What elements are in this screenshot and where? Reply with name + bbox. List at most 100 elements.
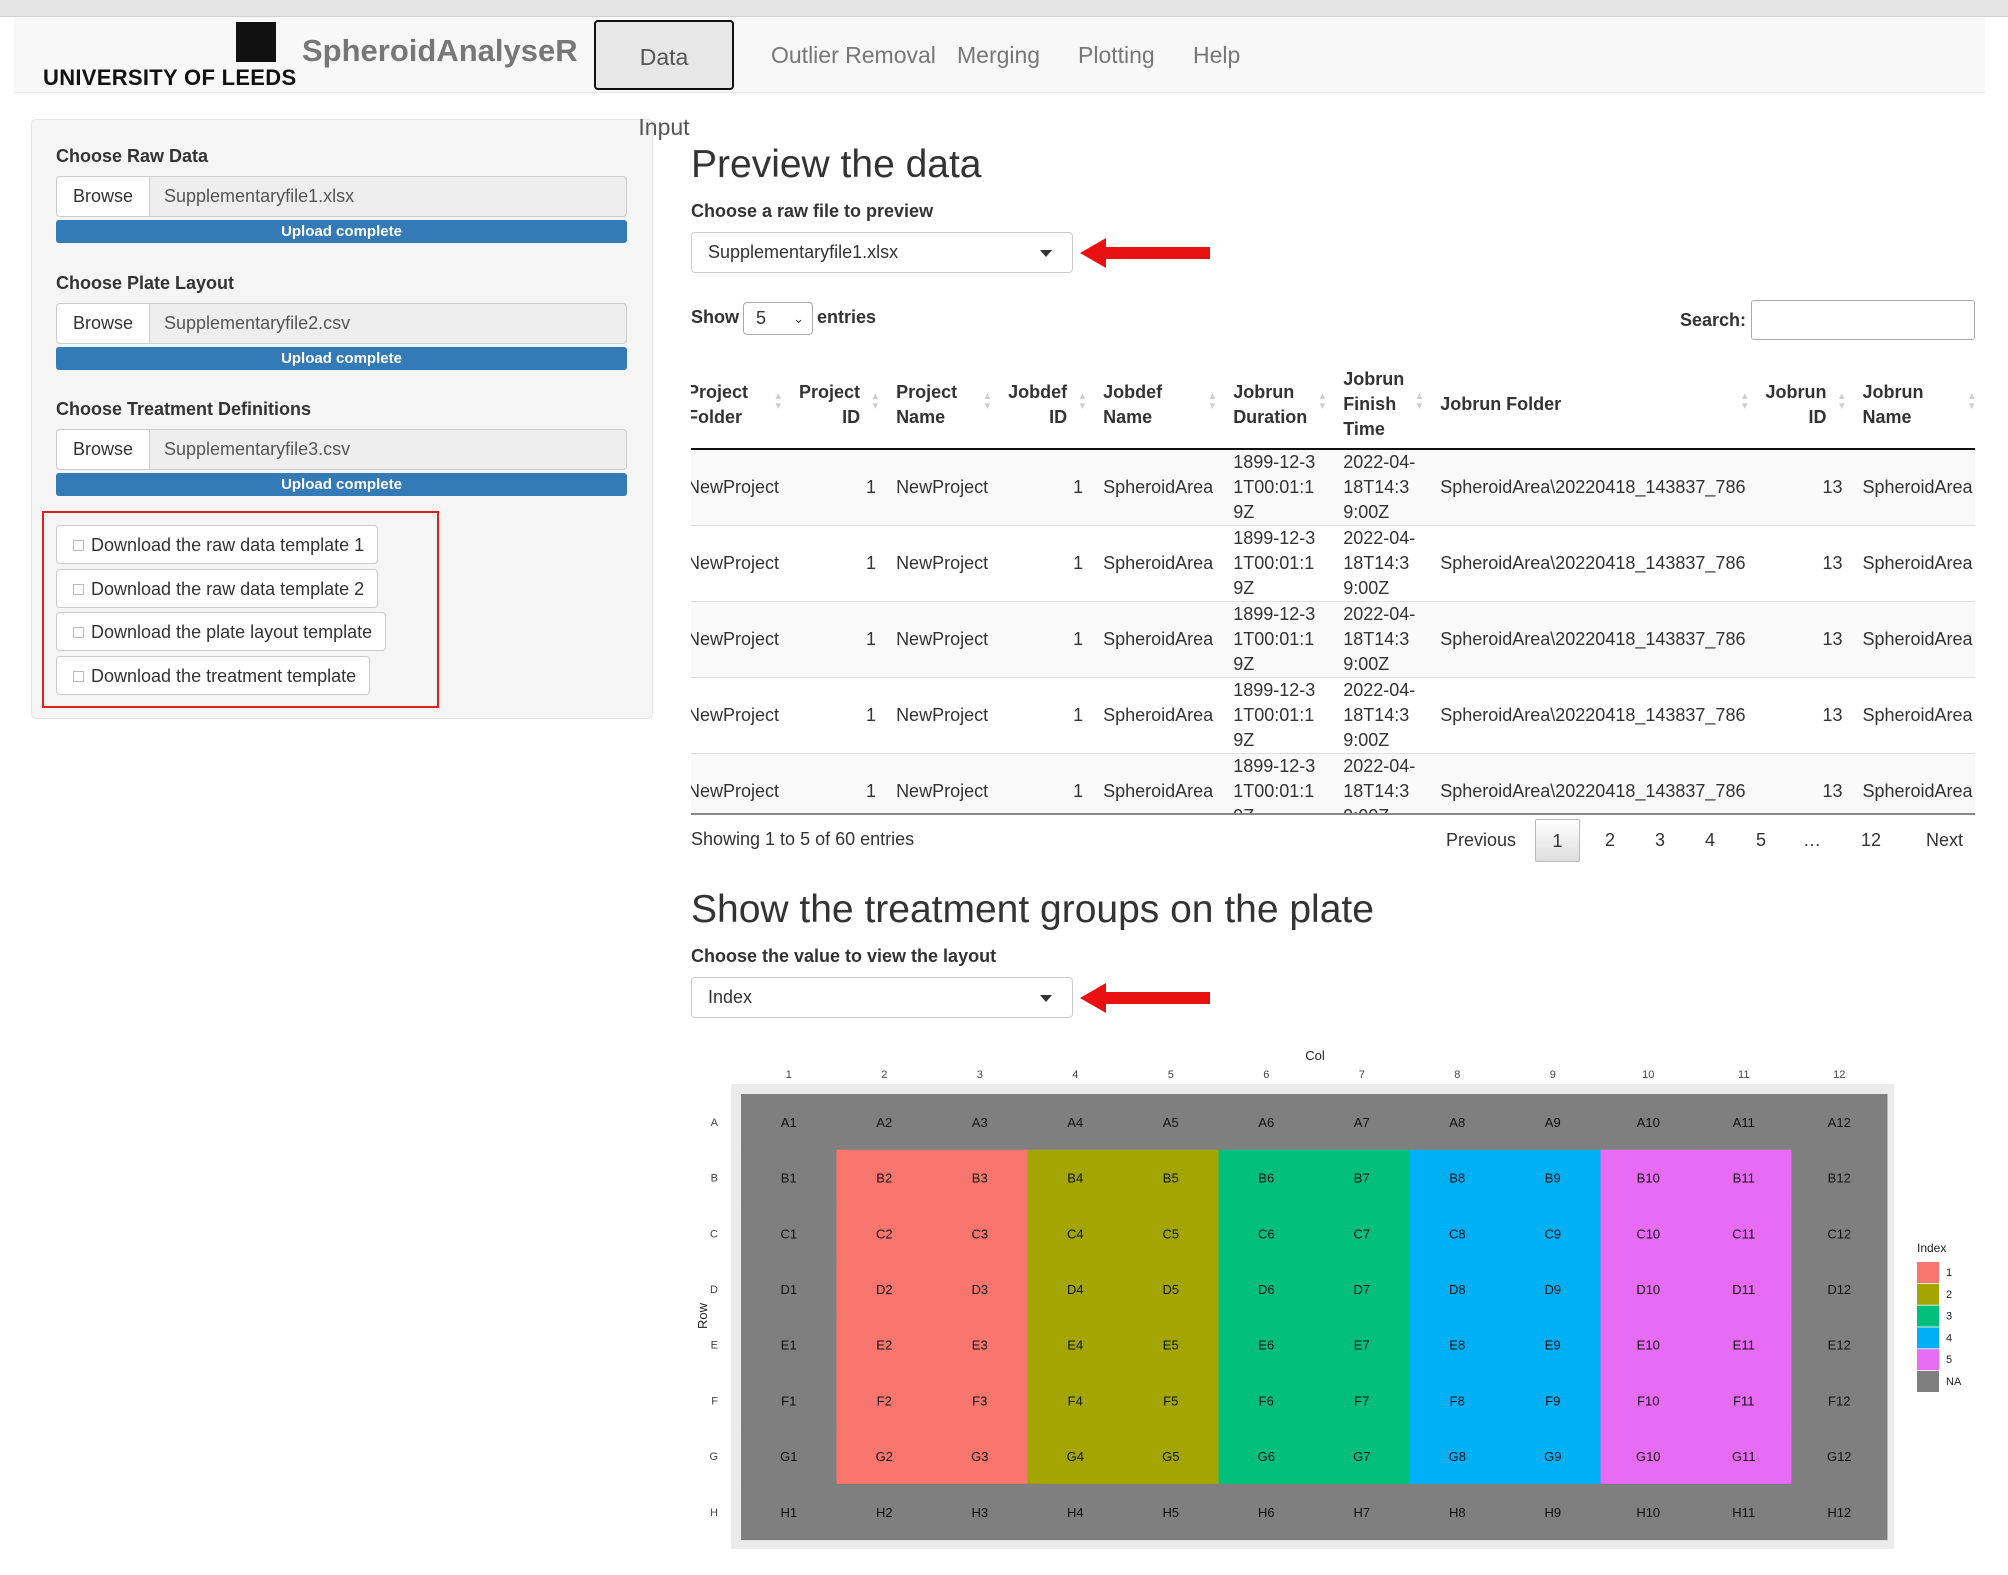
file-input[interactable]: Browse Supplementaryfile1.xlsx [56, 176, 627, 217]
well-label: C1 [780, 1226, 797, 1241]
table-cell: NewProject [691, 677, 790, 754]
column-header[interactable]: Jobdef Name [1093, 361, 1224, 450]
logo-text: UNIVERSITY OF LEEDS [43, 65, 297, 90]
well-label: C4 [1067, 1226, 1084, 1241]
page-button[interactable]: 5 [1755, 830, 1766, 850]
well-label: G3 [971, 1449, 988, 1464]
well-label: D1 [780, 1282, 797, 1297]
well-tile [1409, 1483, 1506, 1541]
page-button[interactable]: 12 [1861, 830, 1882, 850]
well-label: F1 [781, 1393, 796, 1408]
table-cell: NewProject [691, 601, 790, 678]
table-row: NewProject 1 NewProject 1 SpheroidArea 1899-1… [691, 753, 1975, 813]
well-label: B1 [781, 1171, 797, 1186]
data-table: Project FolderProject IDProject NameJobd… [691, 361, 1975, 813]
table-cell: 13 [1755, 448, 1853, 526]
well-tile [1027, 1205, 1124, 1262]
table-cell: NewProject [886, 601, 999, 678]
column-header[interactable]: Jobrun Folder [1430, 361, 1756, 450]
well-label: D10 [1636, 1282, 1660, 1297]
y-tick-label: D [710, 1284, 718, 1296]
column-header[interactable]: Project Folder [691, 361, 790, 450]
legend-label: 4 [1946, 1332, 1952, 1344]
column-header[interactable]: Jobrun ID [1755, 361, 1853, 450]
well-tile [1314, 1316, 1410, 1373]
legend-title: Index [1917, 1241, 1946, 1255]
value-select[interactable]: Index [691, 977, 1073, 1018]
length-select[interactable]: 5 ⌄ [743, 302, 813, 335]
nav-tab[interactable]: Data Input [594, 20, 734, 140]
nav-tab[interactable]: Outlier Removal [771, 42, 936, 68]
file-select[interactable]: Supplementaryfile1.xlsx [691, 232, 1073, 273]
browse-button[interactable]: Browse [57, 304, 150, 343]
well-tile [741, 1372, 837, 1429]
download-label: Download the raw data template 2 [91, 579, 365, 599]
well-tile [1409, 1372, 1506, 1429]
well-tile [1123, 1316, 1219, 1373]
page-button[interactable]: … [1803, 830, 1821, 850]
well-tile [1505, 1372, 1601, 1429]
app-title[interactable]: SpheroidAnalyseR [302, 33, 578, 68]
well-label: G6 [1258, 1449, 1275, 1464]
section-title: Preview the data [691, 143, 982, 186]
well-label: D2 [876, 1282, 893, 1297]
search-input[interactable] [1751, 300, 1975, 340]
well-tile [1027, 1316, 1124, 1373]
file-input[interactable]: Browse Supplementaryfile3.csv [56, 429, 627, 470]
upload-progress: Upload complete [56, 473, 627, 496]
column-header[interactable]: Project ID [789, 361, 887, 450]
table-cell: 2022-04-18T14:39:00Z [1333, 677, 1431, 754]
well-label: C7 [1353, 1226, 1370, 1241]
nav-tab[interactable]: Plotting [1078, 42, 1155, 68]
column-header[interactable]: Jobrun Finish Time [1333, 361, 1431, 450]
table-cell: 1 [789, 448, 887, 526]
file-input[interactable]: Browse Supplementaryfile2.csv [56, 303, 627, 344]
download-button[interactable]: Download the treatment template [56, 656, 370, 695]
download-button[interactable]: Download the raw data template 1 [56, 525, 378, 564]
well-tile [1791, 1205, 1888, 1262]
y-tick-label: C [710, 1228, 718, 1240]
x-axis-title: Col [1305, 1048, 1325, 1063]
well-label: G1 [780, 1449, 797, 1464]
column-header[interactable]: Jobrun Duration [1223, 361, 1334, 450]
table-cell: 1 [998, 677, 1094, 754]
page-button[interactable]: Next [1926, 830, 1964, 850]
file-name: Supplementaryfile2.csv [164, 313, 351, 333]
nav-tab[interactable]: Merging [957, 42, 1041, 68]
column-header[interactable]: Jobrun Name [1852, 361, 1975, 450]
page-button[interactable]: 4 [1704, 830, 1715, 850]
browse-button[interactable]: Browse [57, 430, 150, 469]
x-tick-label: 7 [1359, 1069, 1365, 1081]
page-button[interactable]: Previous [1446, 830, 1517, 850]
table-cell: 13 [1755, 525, 1853, 602]
well-label: F7 [1354, 1393, 1369, 1408]
well-label: F2 [877, 1393, 892, 1408]
page-button[interactable]: 1 [1535, 819, 1580, 862]
table-cell: SpheroidArea [1093, 677, 1224, 754]
well-label: H5 [1162, 1505, 1179, 1520]
download-button[interactable]: Download the plate layout template [56, 612, 386, 651]
well-label: C9 [1544, 1226, 1561, 1241]
page-button[interactable]: 3 [1654, 830, 1665, 850]
page-button[interactable]: 2 [1604, 830, 1615, 850]
well-label: H7 [1353, 1505, 1370, 1520]
download-button[interactable]: Download the raw data template 2 [56, 569, 378, 608]
table-cell: 1 [789, 753, 887, 813]
browse-button[interactable]: Browse [57, 177, 150, 216]
well-tile [741, 1483, 837, 1541]
table-cell: SpheroidArea\20220418_143837_786 [1430, 601, 1756, 678]
well-tile [1218, 1094, 1315, 1151]
well-label: D11 [1732, 1282, 1755, 1297]
well-tile [741, 1428, 837, 1485]
nav-tab[interactable]: Help [1193, 42, 1241, 68]
well-tile [1314, 1261, 1410, 1318]
well-tile [1600, 1372, 1697, 1429]
well-label: A1 [781, 1115, 797, 1130]
select-value: Index [708, 987, 753, 1007]
navbar [14, 17, 1985, 93]
column-header[interactable]: Project Name [886, 361, 999, 450]
well-tile [1123, 1205, 1219, 1262]
column-header[interactable]: Jobdef ID [998, 361, 1094, 450]
table-cell: 1 [998, 525, 1094, 602]
well-tile [1505, 1205, 1601, 1262]
